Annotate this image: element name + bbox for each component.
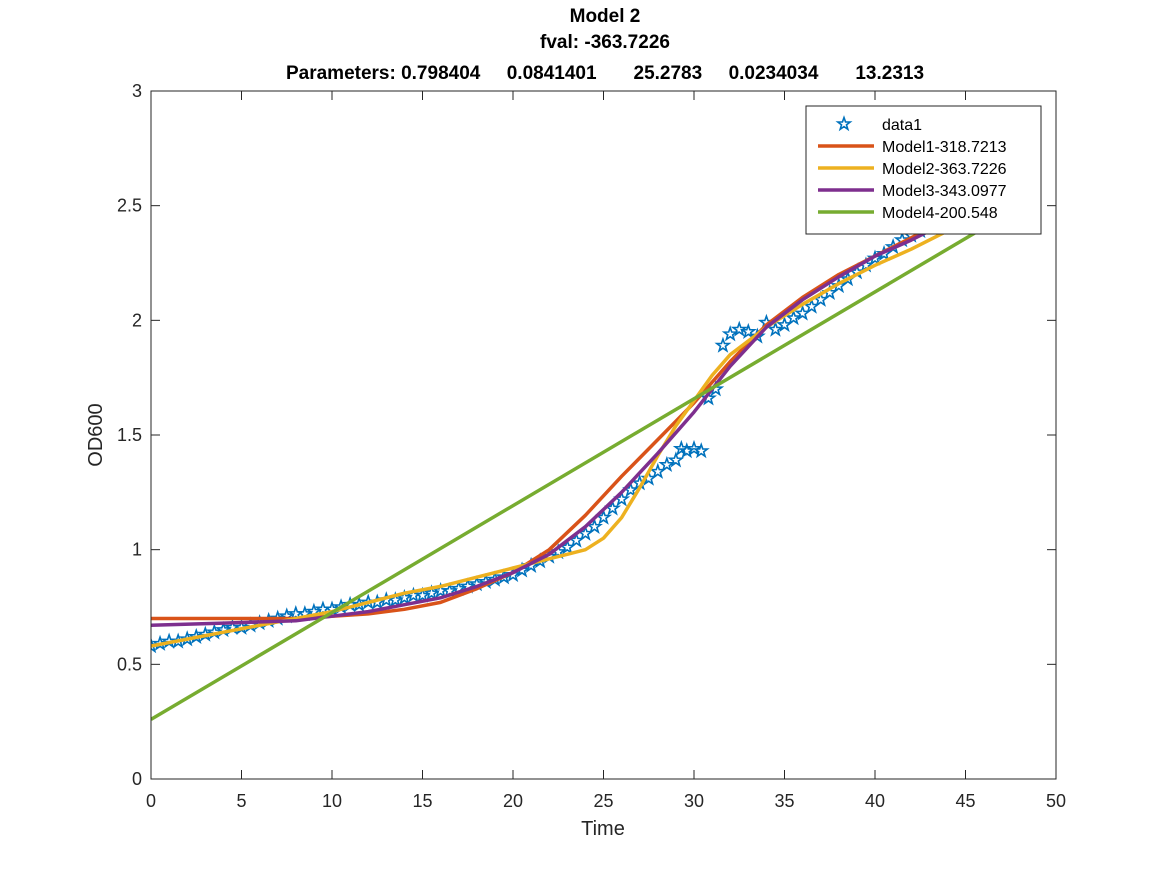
series-layer bbox=[151, 215, 1003, 721]
y-tick-label: 1 bbox=[132, 540, 142, 560]
data-point bbox=[667, 451, 685, 468]
data-point bbox=[714, 336, 732, 353]
legend-label: data1 bbox=[882, 117, 922, 134]
legend: data1 Model1-318.7213 Model2-363.7226 Model… bbox=[805, 105, 1042, 235]
x-tick-label: 50 bbox=[1046, 791, 1066, 811]
x-tick-label: 5 bbox=[236, 791, 246, 811]
x-axis: 0 5 10 15 20 25 30 35 40 45 50 bbox=[146, 91, 1066, 811]
data-point bbox=[721, 325, 739, 342]
title-line-2: fval: -363.7226 bbox=[540, 32, 670, 53]
data-point bbox=[785, 309, 803, 326]
y-tick-label: 2 bbox=[132, 310, 142, 330]
x-axis-label: Time bbox=[581, 818, 625, 840]
data-point bbox=[766, 320, 784, 337]
data-point bbox=[685, 439, 703, 456]
chart-title: Model 2 fval: -363.7226 Parameters: 0.79… bbox=[286, 6, 924, 84]
legend-entry: data1 bbox=[835, 115, 922, 134]
x-tick-label: 25 bbox=[593, 791, 613, 811]
y-tick-label: 0 bbox=[132, 769, 142, 789]
x-tick-label: 40 bbox=[865, 791, 885, 811]
y-tick-label: 0.5 bbox=[117, 654, 142, 674]
y-tick-label: 3 bbox=[132, 81, 142, 101]
x-tick-label: 35 bbox=[774, 791, 794, 811]
x-tick-label: 20 bbox=[503, 791, 523, 811]
x-tick-label: 15 bbox=[412, 791, 432, 811]
y-axis-label: OD600 bbox=[85, 403, 107, 466]
data-point bbox=[699, 389, 717, 406]
x-tick-label: 30 bbox=[684, 791, 704, 811]
series-line bbox=[151, 215, 1003, 721]
x-tick-label: 0 bbox=[146, 791, 156, 811]
legend-entry: Model3-343.0977 bbox=[818, 183, 1007, 200]
legend-label: Model2-363.7226 bbox=[882, 161, 1007, 178]
data-point bbox=[658, 455, 676, 473]
y-tick-label: 2.5 bbox=[117, 196, 142, 216]
data-point bbox=[692, 442, 710, 459]
title-line-1: Model 2 bbox=[570, 6, 641, 27]
series-line bbox=[151, 220, 949, 628]
y-tick-label: 1.5 bbox=[117, 425, 142, 445]
legend-entry: Model1-318.7213 bbox=[818, 139, 1007, 156]
data-point bbox=[739, 322, 757, 340]
legend-entry: Model4-200.548 bbox=[818, 205, 998, 222]
y-axis: 0 0.5 1 1.5 2 2.5 3 bbox=[117, 81, 1056, 789]
series-4 bbox=[151, 215, 1003, 721]
title-line-3: Parameters: 0.798404 0.0841401 25.2783 0… bbox=[286, 63, 924, 84]
data-point bbox=[866, 249, 884, 266]
x-tick-label: 45 bbox=[955, 791, 975, 811]
legend-label: Model3-343.0977 bbox=[882, 183, 1007, 200]
series-3 bbox=[151, 220, 949, 628]
legend-label: Model4-200.548 bbox=[882, 205, 998, 222]
data-point bbox=[730, 320, 748, 337]
legend-marker bbox=[835, 115, 853, 132]
legend-label: Model1-318.7213 bbox=[882, 139, 1007, 156]
legend-entry: Model2-363.7226 bbox=[818, 161, 1007, 178]
x-tick-label: 10 bbox=[322, 791, 342, 811]
